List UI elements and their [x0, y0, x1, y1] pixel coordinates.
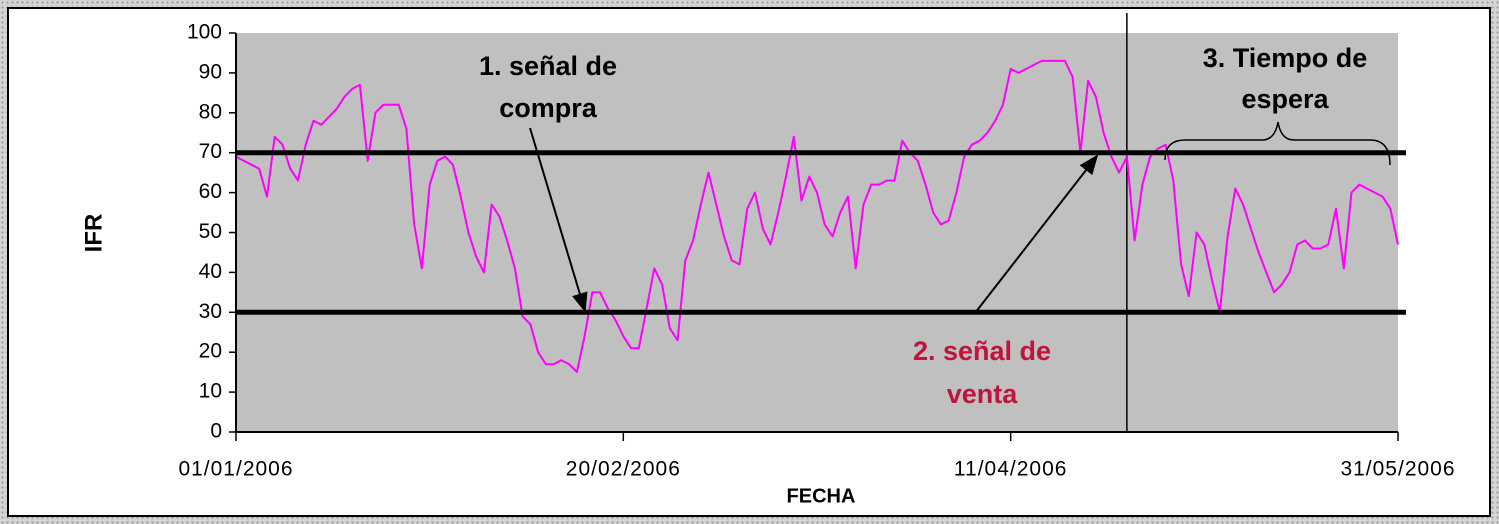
y-tick-label: 70: [199, 140, 222, 163]
y-tick-label: 10: [199, 380, 222, 403]
y-axis-label: IFR: [80, 214, 107, 253]
x-tick-label: 11/04/2006: [954, 458, 1068, 481]
brace: [1164, 121, 1391, 166]
rsi-line: [235, 59, 1399, 374]
y-tick-label: 20: [199, 340, 222, 363]
arrow: [974, 154, 1099, 314]
y-tick-label: 100: [187, 21, 222, 44]
y-tick-label: 50: [199, 220, 222, 243]
y-tick-label: 80: [199, 100, 222, 123]
plot-area: [236, 33, 1398, 432]
y-tick-label: 40: [199, 260, 222, 283]
x-tick-label: 31/05/2006: [1340, 458, 1455, 481]
y-tick-label: 0: [210, 420, 222, 443]
arrow: [529, 127, 588, 313]
annotation: venta: [947, 379, 1019, 409]
annotation: espera: [1241, 84, 1329, 114]
annotation: 2. señal de: [913, 336, 1051, 366]
y-tick-label: 60: [199, 180, 222, 203]
annotation: 1. señal de: [479, 51, 617, 81]
y-tick-label: 90: [199, 60, 222, 83]
annotation: compra: [499, 93, 598, 123]
x-axis-label: FECHA: [787, 485, 856, 507]
y-tick-label: 30: [199, 300, 222, 323]
x-tick-label: 20/02/2006: [566, 458, 681, 481]
annotation: 3. Tiempo de: [1203, 43, 1368, 73]
x-tick-label: 01/01/2006: [178, 458, 293, 481]
